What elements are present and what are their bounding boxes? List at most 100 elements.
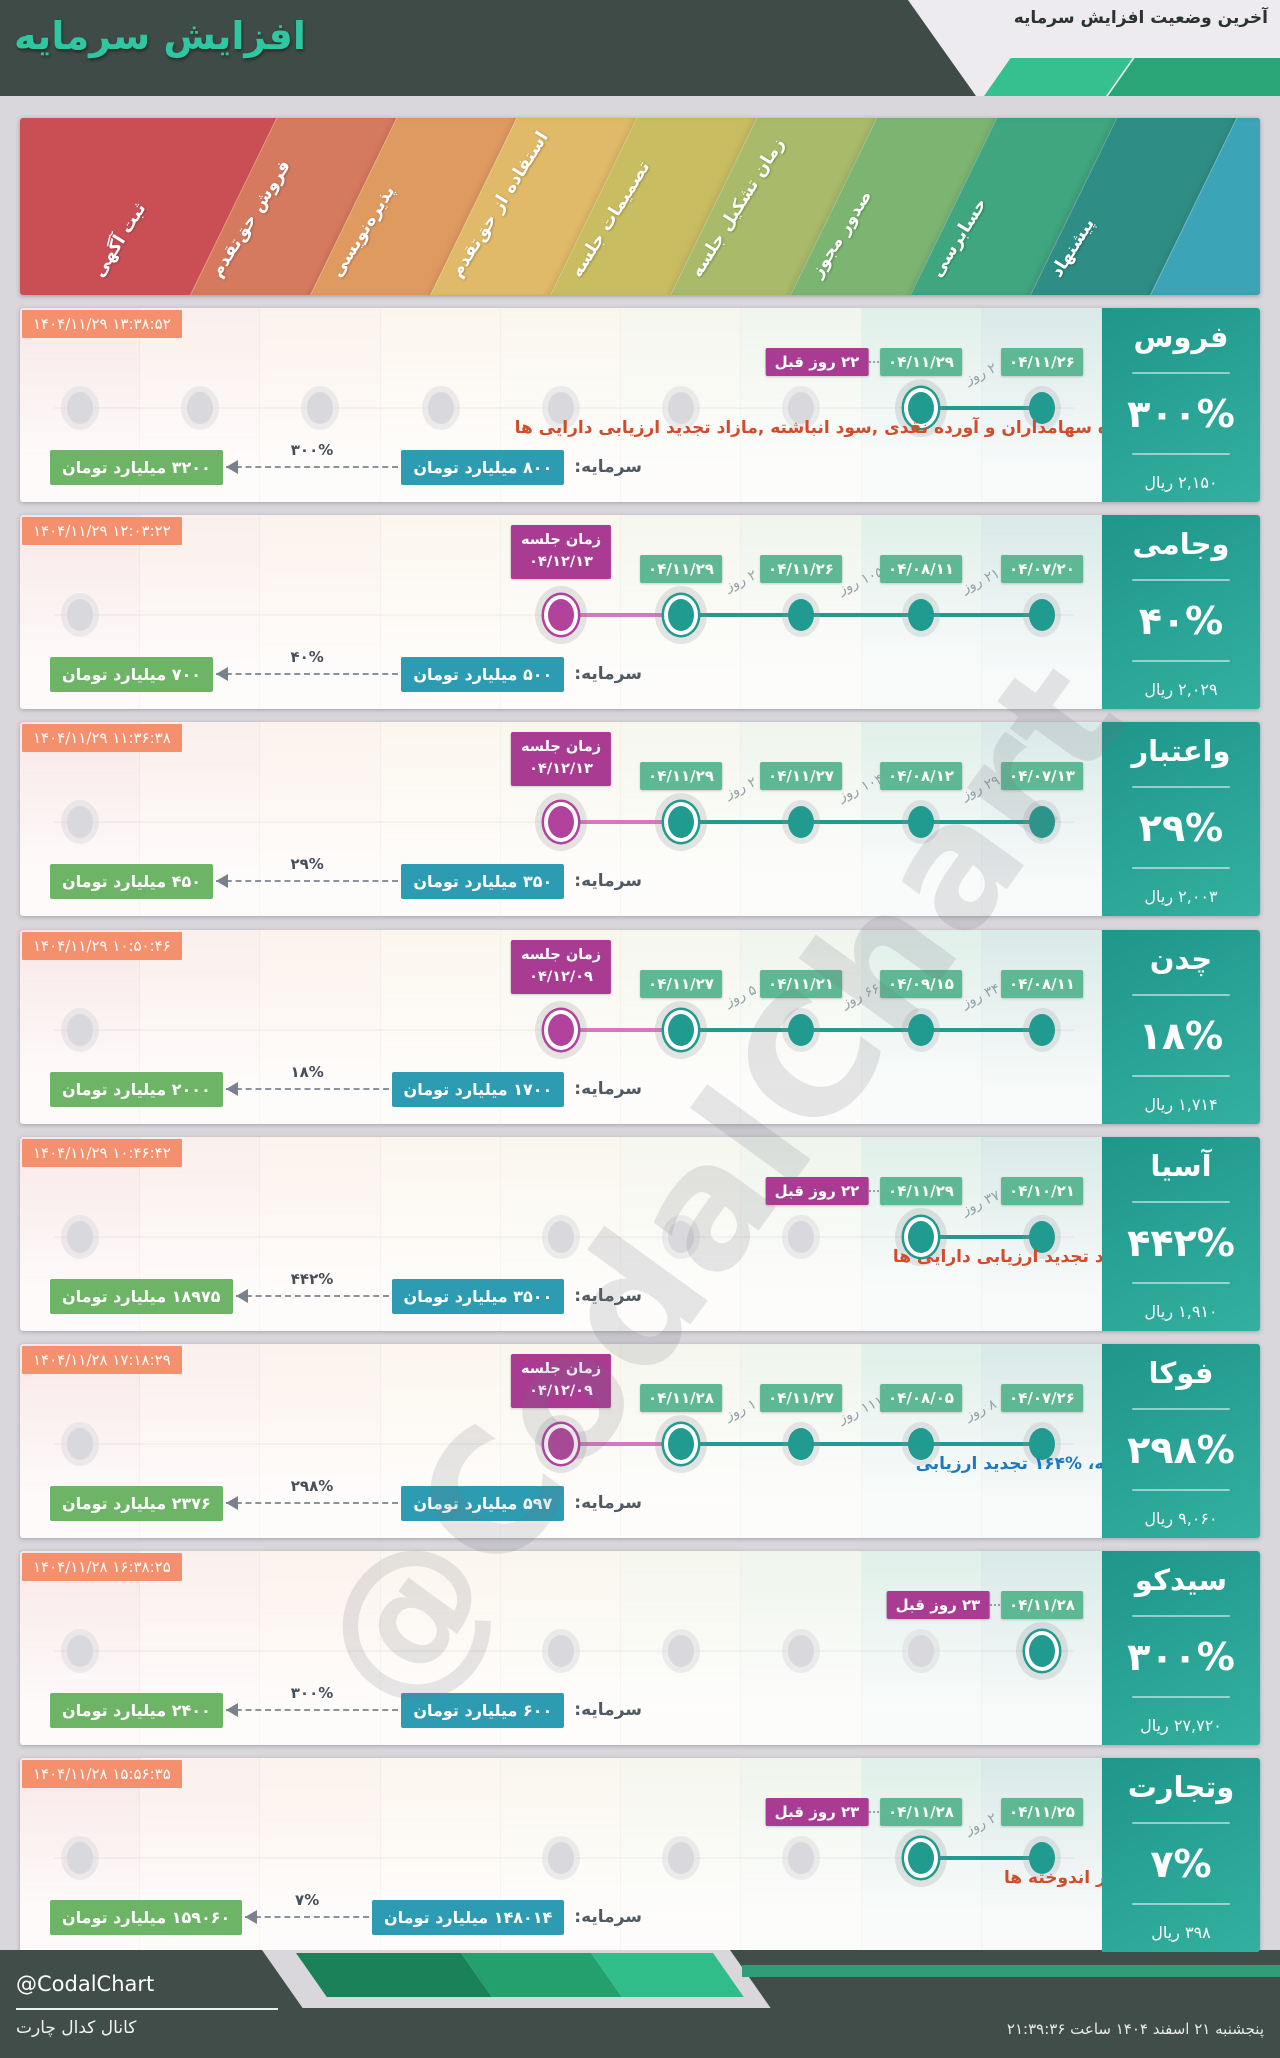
arrowhead-icon	[235, 1289, 248, 1303]
capital-from-badge: ۱۴۸۰۱۴ میلیارد تومان	[372, 1899, 565, 1935]
timeline-connector-done	[921, 406, 1042, 410]
capital-arrow: ۴۰%	[215, 648, 399, 681]
stage-date-badge: ۰۴/۱۱/۲۸	[880, 1798, 962, 1826]
increase-percent: ۴۰%	[1138, 598, 1224, 643]
capital-to-badge: ۳۲۰۰ میلیارد تومان	[50, 449, 223, 485]
timeline-connector-pending	[561, 613, 681, 617]
stage-dot-current	[904, 388, 938, 428]
stage-dot-placeholder	[548, 392, 574, 424]
meeting-date: ۰۴/۱۲/۰۹	[529, 968, 593, 985]
divider	[1132, 867, 1230, 870]
stage-date-badge: ۰۴/۰۹/۱۵	[880, 970, 962, 998]
meeting-label: زمان جلسه	[520, 1361, 602, 1377]
divider	[1132, 1282, 1230, 1285]
divider	[1132, 1821, 1230, 1824]
capital-label: سرمایه:	[574, 1493, 642, 1513]
footer-divider	[16, 2008, 278, 2010]
capital-arrow: ۲۹۸%	[225, 1477, 399, 1510]
stage-dot-placeholder	[67, 1635, 93, 1667]
dotted-connector	[862, 361, 882, 363]
timeline-connector-pending	[561, 1442, 681, 1446]
capital-label: سرمایه:	[574, 1286, 642, 1306]
divider	[1132, 1614, 1230, 1617]
capital-from-badge: ۳۵۰ میلیارد تومان	[401, 863, 565, 899]
capital-change: سرمایه: ۸۰۰ میلیارد تومان ۳۰۰% ۳۲۰۰ میلی…	[50, 441, 642, 490]
capital-percent: ۳۰۰%	[290, 441, 334, 459]
stage-columns	[20, 1758, 1102, 1952]
stage-date-badge: ۰۴/۰۷/۱۳	[1001, 762, 1083, 790]
stage-dot-placeholder	[548, 1221, 574, 1253]
dashed-line	[225, 1502, 399, 1504]
company-name: آسیا	[1150, 1149, 1212, 1183]
dashed-line	[225, 466, 399, 468]
capital-change: سرمایه: ۵۹۷ میلیارد تومان ۲۹۸% ۲۳۷۶ میلی…	[50, 1477, 642, 1526]
arrowhead-icon	[225, 460, 238, 474]
stage-dot-placeholder	[788, 392, 814, 424]
stage-dot-placeholder	[67, 1221, 93, 1253]
capital-arrow: ۷%	[245, 1891, 370, 1924]
divider	[1132, 1489, 1230, 1492]
footer-green-bar	[742, 1965, 1280, 1977]
stage-dot-done	[788, 1014, 814, 1046]
header: آخرین وضعیت افزایش سرمایه افزایش سرمایه	[0, 0, 1280, 96]
company-card: ۲۲ روز قبل ۰۴/۱۱/۲۹ ۰۴/۱۰/۲۱ ۳۷ روز ۱۴۰۴…	[20, 1137, 1260, 1331]
capital-change: سرمایه: ۵۰۰ میلیارد تومان ۴۰% ۷۰۰ میلیار…	[50, 648, 642, 697]
divider	[1132, 1407, 1230, 1410]
stage-date-badge: ۰۴/۱۱/۲۶	[760, 555, 842, 583]
stage-dot-placeholder	[67, 392, 93, 424]
share-price: ۱,۹۱۰ ریال	[1144, 1302, 1218, 1321]
stage-date-badge: ۰۴/۰۸/۱۱	[880, 555, 962, 583]
divider	[1132, 1075, 1230, 1078]
capital-from-badge: ۱۷۰۰ میلیارد تومان	[391, 1071, 565, 1107]
increase-source-description: مطالبات حال شده سهامداران و آورده نقدی ,…	[514, 418, 1250, 438]
stage-columns	[20, 1551, 1102, 1745]
capital-to-badge: ۲۴۰۰ میلیارد تومان	[50, 1692, 223, 1728]
company-info-box: وتجارت ۷% ۳۹۸ ریال	[1102, 1758, 1260, 1952]
meeting-time-badge: زمان جلسه ۰۴/۱۲/۱۳	[510, 525, 612, 579]
meeting-time-badge: زمان جلسه ۰۴/۱۲/۱۳	[510, 732, 612, 786]
company-name: واعتبار	[1131, 734, 1231, 768]
company-info-box: چدن ۱۸% ۱,۷۱۴ ریال	[1102, 930, 1260, 1124]
stage-date-badge: ۰۴/۰۸/۱۱	[1001, 970, 1083, 998]
arrowhead-icon	[225, 1703, 238, 1717]
capital-label: سرمایه:	[574, 664, 642, 684]
company-card: زمان جلسه ۰۴/۱۲/۰۹ ۰۴/۱۱/۲۸ ۰۴/۱۱/۲۷ ۰۴/…	[20, 1344, 1260, 1538]
divider	[1132, 371, 1230, 374]
meeting-label: زمان جلسه	[520, 739, 602, 755]
stage-dot-placeholder	[67, 1014, 93, 1046]
capital-label: سرمایه:	[574, 457, 642, 477]
capital-to-badge: ۷۰۰ میلیارد تومان	[50, 656, 213, 692]
stage-dot-pending	[544, 802, 578, 842]
dashed-line	[215, 880, 399, 882]
header-green-shape-dark	[1108, 58, 1280, 96]
update-timestamp-badge: ۱۴۰۴/۱۱/۲۸ ۱۷:۱۸:۲۹	[22, 1346, 182, 1374]
share-price: ۳۹۸ ریال	[1151, 1923, 1211, 1942]
stage-dot-placeholder	[668, 392, 694, 424]
capital-percent: ۷%	[295, 1891, 320, 1909]
update-timestamp-badge: ۱۴۰۴/۱۱/۲۹ ۱۳:۳۸:۵۲	[22, 310, 182, 338]
share-price: ۲,۰۲۹ ریال	[1144, 680, 1218, 699]
stage-date-badge: ۰۴/۱۱/۲۵	[1001, 1798, 1083, 1826]
capital-from-badge: ۳۵۰۰ میلیارد تومان	[391, 1278, 565, 1314]
company-info-box: فوکا ۲۹۸% ۹,۰۶۰ ریال	[1102, 1344, 1260, 1538]
footer-channel-name: کانال کدال چارت	[16, 2018, 137, 2038]
company-info-box: وجامی ۴۰% ۲,۰۲۹ ریال	[1102, 515, 1260, 709]
stage-dot-current	[664, 802, 698, 842]
days-ago-badge: ۲۳ روز قبل	[765, 1798, 869, 1826]
company-name: فروس	[1133, 320, 1229, 354]
increase-percent: ۲۹%	[1138, 805, 1224, 850]
increase-percent: ۲۹۸%	[1127, 1427, 1235, 1472]
divider	[1132, 1200, 1230, 1203]
update-timestamp-badge: ۱۴۰۴/۱۱/۲۸ ۱۶:۳۸:۲۵	[22, 1553, 182, 1581]
stage-dot-current	[1025, 1631, 1059, 1671]
stage-dot-placeholder	[668, 1635, 694, 1667]
dotted-connector	[983, 1604, 1003, 1606]
stage-date-badge: ۰۴/۱۱/۲۹	[880, 348, 962, 376]
increase-percent: ۳۰۰%	[1127, 1634, 1235, 1679]
stage-dot-pending	[544, 595, 578, 635]
stage-dot-done	[1029, 392, 1055, 424]
company-name: چدن	[1149, 942, 1213, 976]
stage-date-badge: ۰۴/۰۷/۲۰	[1001, 555, 1083, 583]
arrowhead-icon	[215, 874, 228, 888]
